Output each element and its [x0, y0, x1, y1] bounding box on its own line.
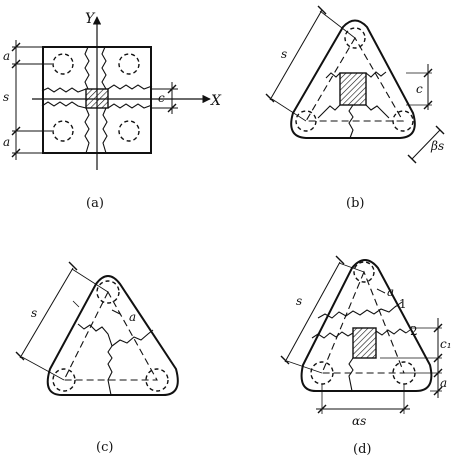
crack-line — [107, 84, 153, 90]
pile-centerline-triangle — [63, 290, 158, 381]
crack-line — [77, 323, 113, 347]
crack-line — [102, 107, 108, 154]
crack-line — [348, 104, 354, 139]
panel-c — [15, 261, 179, 396]
x-axis-label: X — [210, 93, 222, 109]
crack-line — [365, 104, 390, 119]
crack-line — [84, 46, 90, 90]
dim-s-label: s — [281, 47, 287, 61]
crack-line-1 — [317, 305, 397, 319]
crack-line — [365, 71, 387, 78]
dim-a-right-label: a — [440, 376, 447, 390]
pile-circle — [96, 280, 120, 304]
pile-centerline-triangle — [321, 270, 405, 374]
pile-circle — [52, 53, 74, 75]
dim-c-label: c — [416, 82, 423, 96]
pile-circle — [392, 110, 414, 132]
pile-circle — [344, 27, 366, 49]
caption-c: (c) — [96, 440, 113, 455]
panel-b — [265, 5, 445, 164]
crack-line — [101, 46, 107, 90]
pile-circle — [145, 368, 169, 392]
dim-s-label: s — [296, 294, 302, 308]
crack-line — [348, 357, 354, 392]
caption-d: (d) — [353, 442, 371, 457]
panel-d — [280, 255, 443, 414]
crack-line-2-label: 2 — [410, 324, 418, 338]
dim-s-label: s — [3, 90, 9, 104]
crack-line — [111, 329, 154, 347]
pile-circle — [295, 110, 317, 132]
caption-a: (a) — [86, 196, 104, 211]
crack-line-2 — [311, 331, 354, 339]
pile-centerline-triangle — [305, 36, 404, 122]
dim-beta-s-label: βs — [430, 139, 444, 153]
dim-a-top-label: a — [387, 285, 394, 299]
column-hatched — [352, 327, 377, 359]
pile-circle — [353, 261, 375, 283]
dim-a-label: a — [129, 310, 136, 324]
crack-line — [317, 104, 341, 119]
panel-a — [11, 16, 211, 170]
crack-line — [41, 87, 87, 93]
triangular-cap-outline — [46, 275, 179, 396]
column-hatched — [339, 72, 367, 106]
crack-line — [41, 101, 87, 109]
dim-a-bottom-label: a — [3, 135, 10, 149]
pile-circle — [118, 120, 140, 142]
y-axis-label: Y — [85, 11, 96, 27]
crack-line — [325, 72, 341, 79]
triangular-cap-outline — [290, 19, 416, 139]
pile-circle — [118, 53, 140, 75]
crack-line — [107, 345, 113, 396]
triangular-cap-outline — [300, 259, 433, 392]
crack-line-1-label: 1 — [399, 297, 407, 311]
crack-line-2 — [375, 328, 407, 336]
pile-circle — [52, 368, 76, 392]
pile-circle — [52, 120, 74, 142]
dim-s-label: s — [31, 306, 37, 320]
dim-a-top-label: a — [3, 49, 10, 63]
crack-line — [84, 107, 90, 154]
crack-line — [107, 103, 153, 109]
dim-alpha-s-label: αs — [352, 414, 366, 428]
caption-b: (b) — [346, 196, 364, 211]
dim-c1-label: c₁ — [440, 337, 452, 351]
dim-c-label: c — [158, 91, 165, 105]
